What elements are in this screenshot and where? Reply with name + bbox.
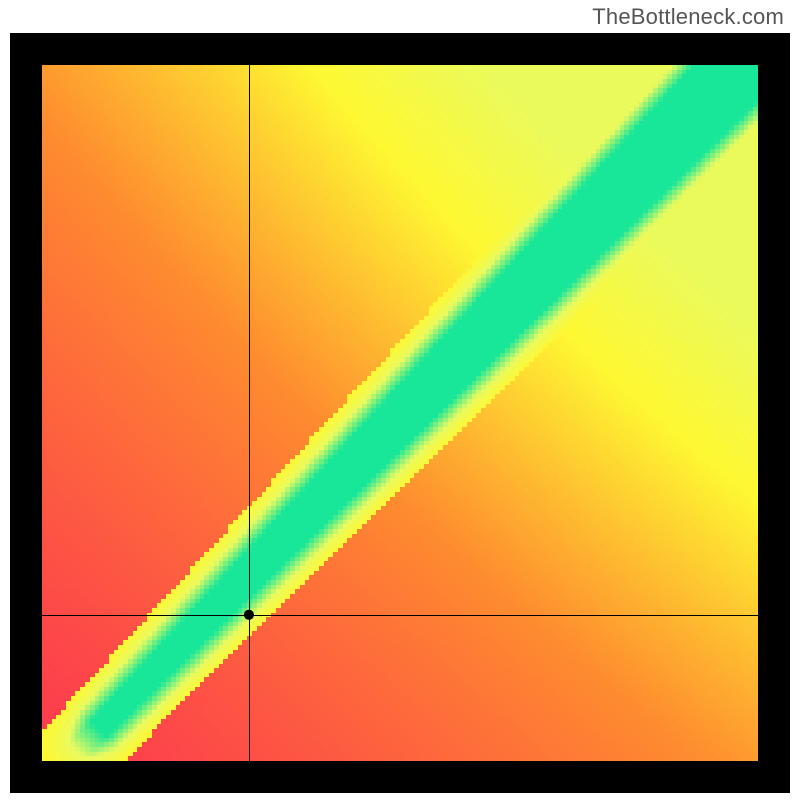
heatmap-canvas bbox=[42, 65, 758, 761]
attribution-text: TheBottleneck.com bbox=[592, 4, 784, 30]
chart-container: TheBottleneck.com bbox=[0, 0, 800, 800]
plot-frame bbox=[10, 33, 790, 793]
